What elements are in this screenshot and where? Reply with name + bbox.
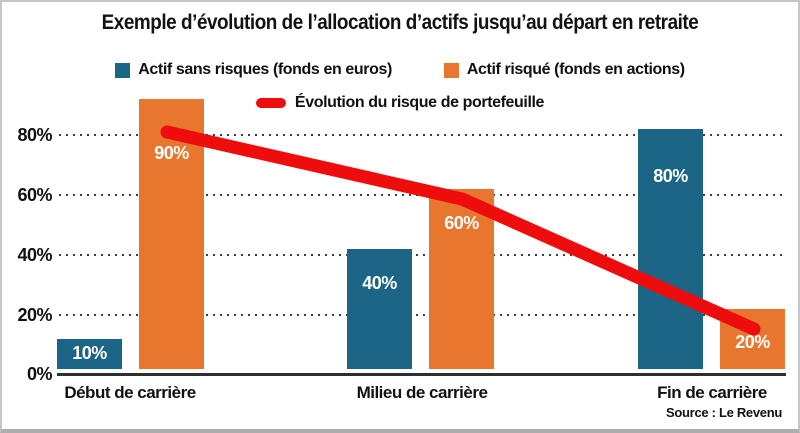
source-credit: Source : Le Revenu: [666, 405, 782, 420]
category-label-debut: Début de carrière: [64, 383, 196, 402]
bar-risky-debut: 90%: [139, 99, 204, 369]
legend-line-row: Évolution du risque de portefeuille: [2, 94, 798, 112]
legend-item-risky-assets: Actif risqué (fonds en actions): [443, 61, 685, 79]
y-tick-0: 0%: [26, 364, 53, 384]
legend-swatch-safe-icon: [115, 62, 131, 78]
legend-item-safe-assets: Actif sans risques (fonds en euros): [115, 61, 392, 79]
y-tick-80: 80%: [17, 125, 52, 145]
y-tick-20: 20%: [17, 305, 52, 325]
bar-safe-milieu: 40%: [347, 249, 412, 369]
bar-safe-fin: 80%: [638, 129, 703, 369]
legend-label-safe: Actif sans risques (fonds en euros): [138, 61, 392, 78]
bar-value-label: 90%: [154, 143, 189, 163]
chart-title: Exemple d’évolution de l’allocation d’ac…: [101, 11, 699, 34]
x-axis-line: [57, 373, 786, 376]
legend-swatch-line-icon: [255, 98, 286, 108]
y-tick-40: 40%: [17, 245, 52, 265]
bar-value-label: 80%: [653, 166, 688, 186]
legend-swatch-risky-icon: [443, 62, 459, 78]
category-label-milieu: Milieu de carrière: [356, 383, 488, 402]
bar-risky-milieu: 60%: [429, 189, 494, 369]
bar-value-label: 60%: [444, 213, 479, 233]
y-tick-60: 60%: [17, 185, 52, 205]
bar-value-label: 40%: [362, 273, 397, 293]
legend-label-risky: Actif risqué (fonds en actions): [466, 61, 685, 78]
bar-risky-fin: 20%: [720, 309, 785, 369]
bar-value-label: 20%: [735, 332, 770, 352]
legend: Actif sans risques (fonds en euros) Acti…: [2, 61, 798, 79]
bar-value-label: 10%: [72, 343, 107, 363]
bar-safe-debut: 10%: [57, 339, 122, 369]
legend-label-line: Évolution du risque de portefeuille: [294, 94, 545, 111]
category-label-fin: Fin de carrière: [657, 383, 767, 402]
